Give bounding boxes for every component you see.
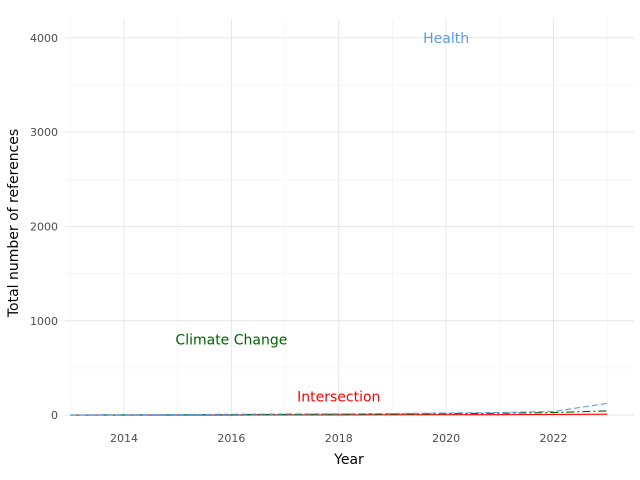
x-tick-labels: 2014 2016 2018 2020 2022	[110, 432, 567, 445]
major-gridlines	[65, 19, 634, 417]
x-tick-label: 2020	[432, 432, 460, 445]
x-axis-title: Year	[333, 452, 364, 468]
health-annotation: Health	[423, 31, 469, 47]
y-tick-label: 0	[51, 409, 58, 422]
climate-annotation: Climate Change	[175, 333, 287, 349]
intersection-annotation: Intersection	[297, 389, 380, 405]
intersection-line	[70, 413, 608, 416]
minor-gridlines	[65, 19, 634, 417]
y-tick-label: 2000	[30, 220, 58, 233]
series-annotations: Health Climate Change Intersection	[175, 31, 469, 405]
x-tick-label: 2022	[539, 432, 567, 445]
y-tick-label: 4000	[30, 32, 58, 45]
x-tick-label: 2018	[325, 432, 353, 445]
x-tick-label: 2014	[110, 432, 138, 445]
y-tick-label: 3000	[30, 126, 58, 139]
y-tick-label: 1000	[30, 315, 58, 328]
climate-line	[70, 410, 608, 416]
series-lines	[70, 402, 608, 416]
y-axis-title: Total number of references	[6, 129, 22, 318]
x-tick-label: 2016	[217, 432, 245, 445]
y-tick-labels: 0 1000 2000 3000 4000	[30, 32, 58, 422]
